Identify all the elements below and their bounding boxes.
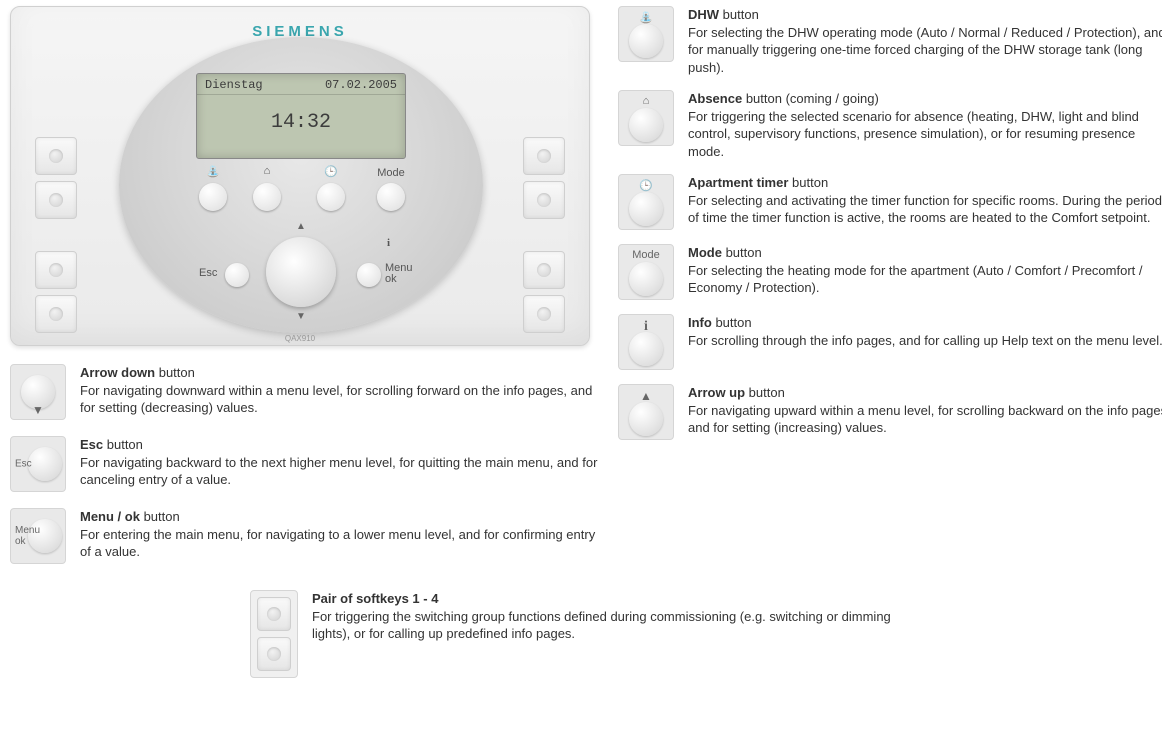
softkey-pair-1 xyxy=(35,137,77,219)
mode-thumb-label: Mode xyxy=(619,249,673,261)
apartment-timer-button[interactable] xyxy=(317,183,345,211)
desc-menu-ok: Menu ok Menu / ok button For entering th… xyxy=(10,508,606,564)
info-icon-label: i xyxy=(387,237,390,249)
desc-suffix: button xyxy=(712,315,752,330)
faucet-icon: ⛲ xyxy=(206,165,220,178)
desc-suffix: button xyxy=(788,175,828,190)
desc-suffix: button (coming / going) xyxy=(742,91,879,106)
house-icon: ⌂ xyxy=(264,165,271,177)
softkey-3b[interactable] xyxy=(523,181,565,219)
desc-dhw: ⛲ DHW button For selecting the DHW opera… xyxy=(618,6,1162,76)
desc-body: For navigating downward within a menu le… xyxy=(80,383,592,416)
device-panel: SIEMENS Dienstag 07.02.2005 14:32 xyxy=(10,6,590,346)
desc-suffix: button xyxy=(155,365,195,380)
softkey-4a[interactable] xyxy=(523,251,565,289)
softkey-pair-3 xyxy=(523,137,565,219)
desc-suffix: button xyxy=(719,7,759,22)
desc-body: For selecting the DHW operating mode (Au… xyxy=(688,25,1162,75)
mode-button[interactable] xyxy=(377,183,405,211)
desc-body: For entering the main menu, for navigati… xyxy=(80,527,595,560)
model-label: QAX910 xyxy=(285,334,315,343)
desc-title: Apartment timer xyxy=(688,175,788,190)
menu-ok-button[interactable] xyxy=(357,263,381,287)
softkey-1a[interactable] xyxy=(35,137,77,175)
esc-button[interactable] xyxy=(225,263,249,287)
desc-title: Mode xyxy=(688,245,722,260)
menu-thumb-label: Menu ok xyxy=(15,525,40,547)
thumb-menu: Menu ok xyxy=(10,508,66,564)
softkey-1b[interactable] xyxy=(35,181,77,219)
softkey-pair-2 xyxy=(35,251,77,333)
lcd-time: 14:32 xyxy=(197,95,405,134)
desc-esc: Esc Esc button For navigating backward t… xyxy=(10,436,606,492)
faucet-icon: ⛲ xyxy=(619,11,673,24)
desc-apartment-timer: 🕒 Apartment timer button For selecting a… xyxy=(618,174,1162,230)
softkey-thumb-b[interactable] xyxy=(257,637,291,671)
desc-mode: Mode Mode button For selecting the heati… xyxy=(618,244,1162,300)
esc-label: Esc xyxy=(199,267,217,279)
house-icon: ⌂ xyxy=(619,95,673,107)
info-icon: i xyxy=(619,319,673,335)
thumb-esc: Esc xyxy=(10,436,66,492)
desc-title: Arrow up xyxy=(688,385,745,400)
desc-suffix: button xyxy=(722,245,762,260)
arrow-down-icon: ▼ xyxy=(296,311,306,322)
thumb-timer: 🕒 xyxy=(618,174,674,230)
dhw-button[interactable] xyxy=(199,183,227,211)
desc-absence: ⌂ Absence button (coming / going) For tr… xyxy=(618,90,1162,160)
thumb-absence: ⌂ xyxy=(618,90,674,146)
thumb-mode: Mode xyxy=(618,244,674,300)
clock-icon: 🕒 xyxy=(619,179,673,192)
rotary-dial[interactable] xyxy=(266,237,336,307)
menu-ok-label: Menu ok xyxy=(385,263,413,285)
desc-suffix: button xyxy=(745,385,785,400)
desc-title: Info xyxy=(688,315,712,330)
desc-arrow-up: ▲ Arrow up button For navigating upward … xyxy=(618,384,1162,440)
thumb-softkey-pair xyxy=(250,590,298,678)
desc-body: For navigating upward within a menu leve… xyxy=(688,403,1162,436)
desc-softkeys: Pair of softkeys 1 - 4 For triggering th… xyxy=(250,590,930,678)
desc-title: Esc xyxy=(80,437,103,452)
desc-title: DHW xyxy=(688,7,719,22)
desc-suffix: button xyxy=(140,509,180,524)
desc-body: For scrolling through the info pages, an… xyxy=(688,333,1162,348)
lcd-screen: Dienstag 07.02.2005 14:32 xyxy=(196,73,406,159)
desc-body: For navigating backward to the next high… xyxy=(80,455,597,488)
absence-button[interactable] xyxy=(253,183,281,211)
lcd-day: Dienstag xyxy=(205,78,263,92)
lcd-date: 07.02.2005 xyxy=(325,78,397,92)
arrow-up-icon: ▲ xyxy=(296,221,306,232)
desc-title: Menu / ok xyxy=(80,509,140,524)
desc-info: i Info button For scrolling through the … xyxy=(618,314,1162,370)
softkey-thumb-a[interactable] xyxy=(257,597,291,631)
arrow-down-icon: ▼ xyxy=(32,403,44,417)
thumb-arrow-up: ▲ xyxy=(618,384,674,440)
esc-thumb-label: Esc xyxy=(15,459,32,470)
thumb-dhw: ⛲ xyxy=(618,6,674,62)
thumb-arrow-down: ▼ xyxy=(10,364,66,420)
desc-arrow-down: ▼ Arrow down button For navigating downw… xyxy=(10,364,606,420)
desc-body: For triggering the switching group funct… xyxy=(312,609,891,642)
softkey-3a[interactable] xyxy=(523,137,565,175)
desc-title: Pair of softkeys 1 - 4 xyxy=(312,591,438,606)
device-oval: Dienstag 07.02.2005 14:32 ⛲ ⌂ 🕒 Mode xyxy=(119,37,483,333)
desc-title: Absence xyxy=(688,91,742,106)
desc-body: For triggering the selected scenario for… xyxy=(688,109,1139,159)
softkey-pair-4 xyxy=(523,251,565,333)
arrow-up-icon: ▲ xyxy=(640,389,652,403)
desc-suffix: button xyxy=(103,437,143,452)
softkey-2a[interactable] xyxy=(35,251,77,289)
thumb-info: i xyxy=(618,314,674,370)
desc-body: For selecting and activating the timer f… xyxy=(688,193,1162,226)
softkey-4b[interactable] xyxy=(523,295,565,333)
softkey-2b[interactable] xyxy=(35,295,77,333)
desc-title: Arrow down xyxy=(80,365,155,380)
mode-label: Mode xyxy=(377,167,405,179)
clock-icon: 🕒 xyxy=(324,165,338,178)
desc-body: For selecting the heating mode for the a… xyxy=(688,263,1143,296)
